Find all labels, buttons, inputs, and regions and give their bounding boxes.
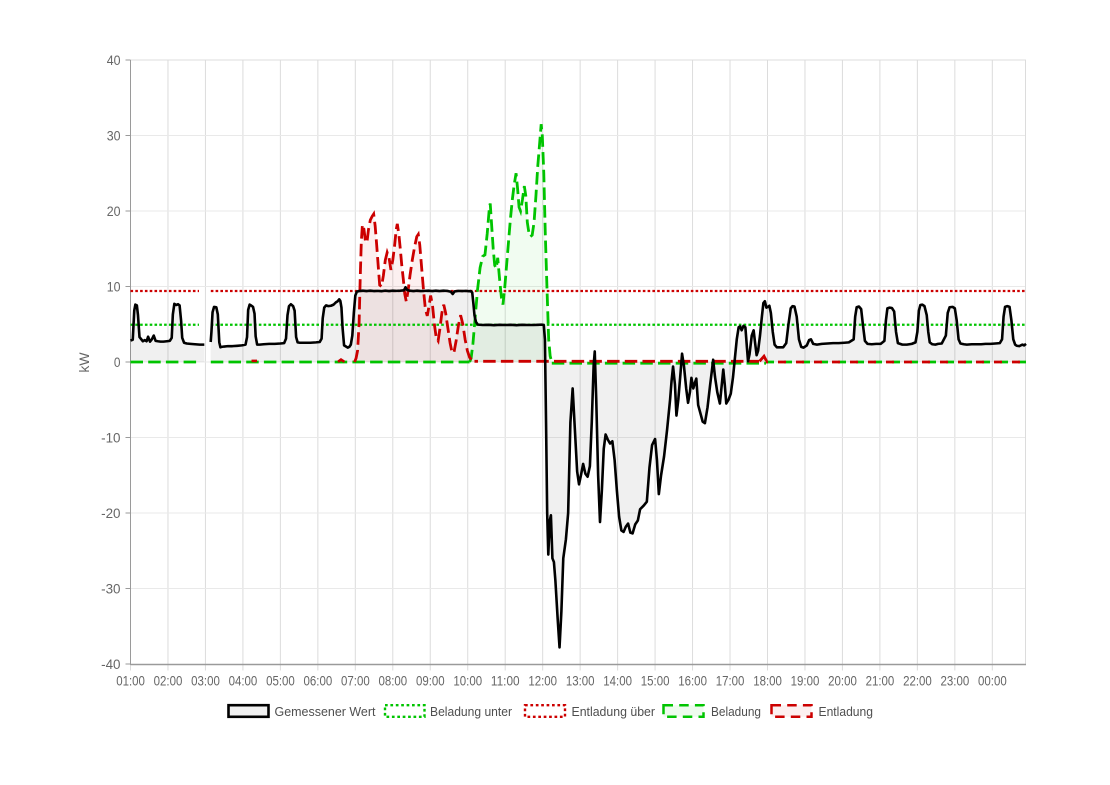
svg-text:07:00: 07:00	[341, 672, 370, 688]
svg-text:kW: kW	[76, 352, 92, 373]
svg-text:19:00: 19:00	[791, 672, 820, 688]
svg-text:20: 20	[107, 204, 121, 219]
svg-text:20:00: 20:00	[828, 672, 857, 688]
svg-text:09:00: 09:00	[416, 672, 445, 688]
svg-text:0: 0	[114, 355, 121, 370]
svg-text:03:00: 03:00	[191, 672, 220, 688]
svg-text:Entladung über: Entladung über	[572, 704, 656, 719]
svg-text:11:00: 11:00	[491, 672, 520, 688]
svg-text:01:00: 01:00	[116, 672, 145, 688]
svg-text:12:00: 12:00	[528, 672, 557, 688]
svg-text:40: 40	[107, 53, 121, 68]
svg-text:00:00: 00:00	[978, 672, 1007, 688]
svg-text:04:00: 04:00	[229, 672, 258, 688]
svg-text:Beladung: Beladung	[711, 704, 761, 719]
svg-text:-40: -40	[101, 657, 120, 672]
svg-text:06:00: 06:00	[304, 672, 333, 688]
svg-text:-20: -20	[101, 506, 120, 521]
svg-text:23:00: 23:00	[941, 672, 970, 688]
svg-text:17:00: 17:00	[716, 672, 745, 688]
svg-text:-30: -30	[101, 582, 120, 597]
svg-text:15:00: 15:00	[641, 672, 670, 688]
svg-text:10:00: 10:00	[453, 672, 482, 688]
svg-text:02:00: 02:00	[154, 672, 183, 688]
svg-text:05:00: 05:00	[266, 672, 295, 688]
svg-text:Entladung: Entladung	[819, 704, 874, 719]
svg-text:13:00: 13:00	[566, 672, 595, 688]
svg-text:14:00: 14:00	[603, 672, 632, 688]
svg-text:21:00: 21:00	[866, 672, 895, 688]
svg-text:30: 30	[107, 129, 121, 144]
svg-text:Beladung unter: Beladung unter	[430, 704, 513, 719]
svg-text:22:00: 22:00	[903, 672, 932, 688]
svg-text:10: 10	[107, 280, 121, 295]
svg-text:Gemessener Wert: Gemessener Wert	[275, 704, 376, 719]
svg-text:-10: -10	[101, 431, 120, 446]
svg-text:08:00: 08:00	[378, 672, 407, 688]
svg-text:18:00: 18:00	[753, 672, 782, 688]
svg-text:16:00: 16:00	[678, 672, 707, 688]
